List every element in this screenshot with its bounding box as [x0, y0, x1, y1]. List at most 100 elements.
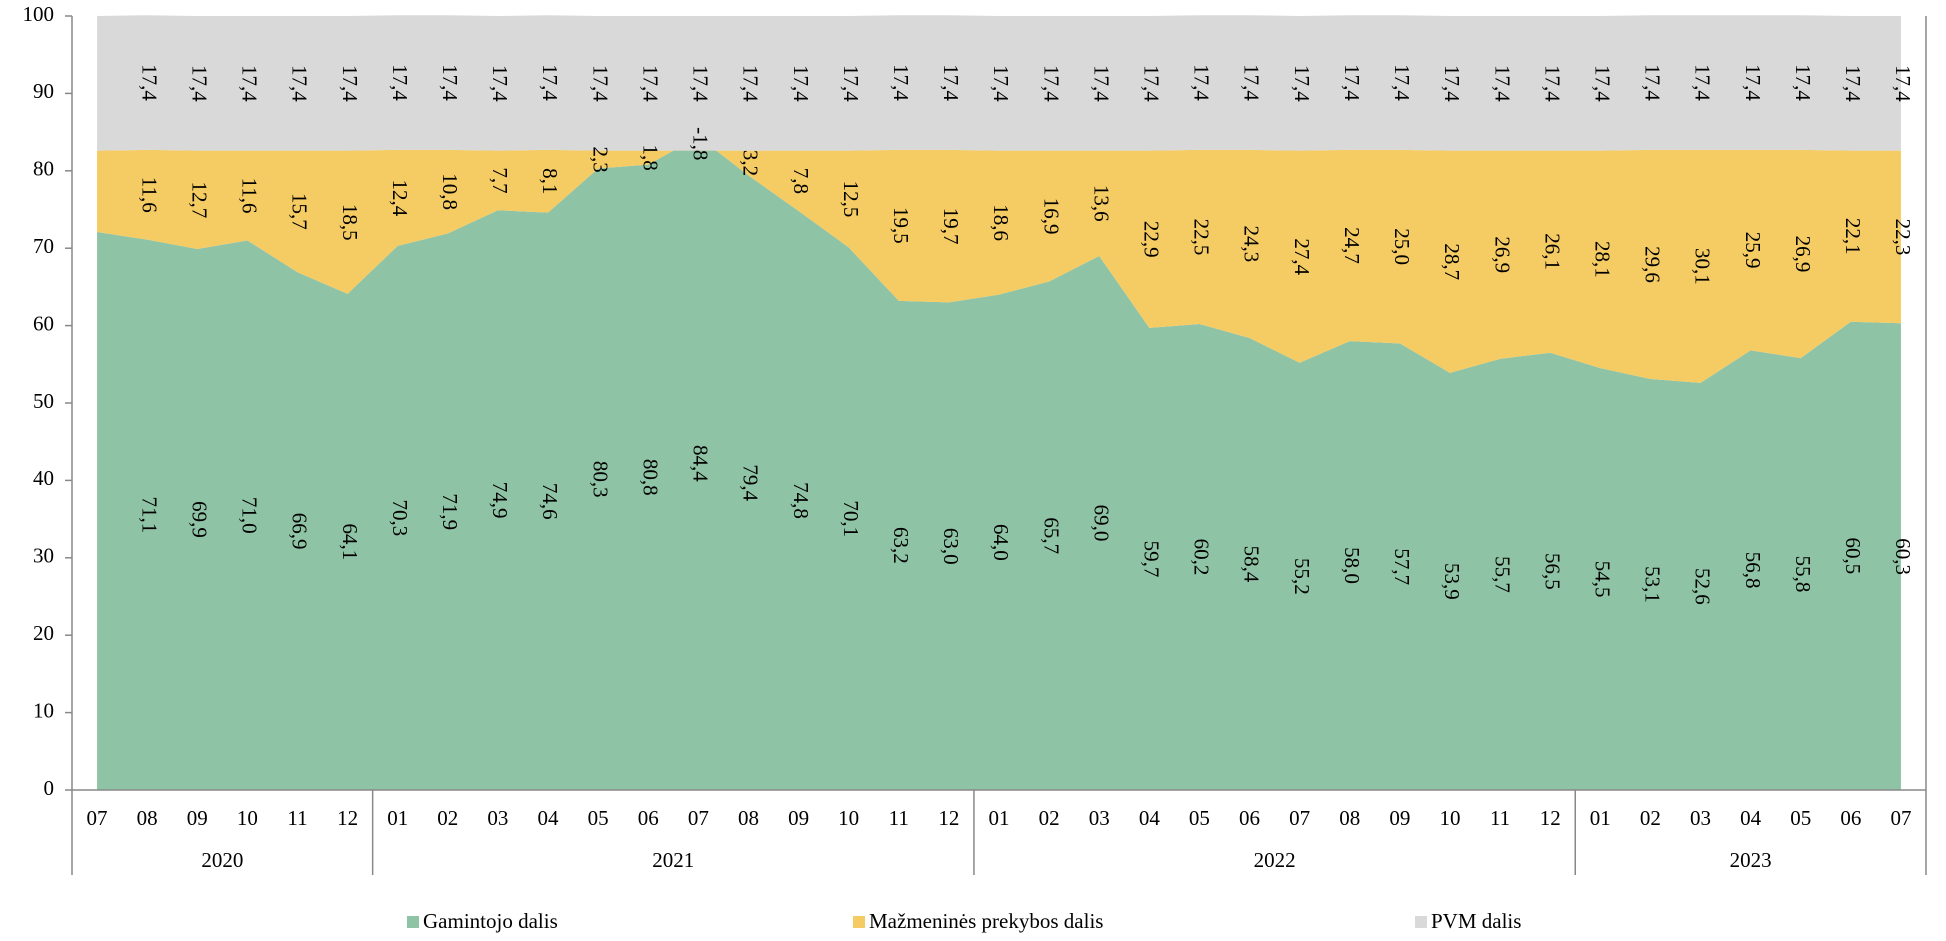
data-label: 74,9	[488, 482, 512, 519]
data-label: 17,4	[588, 65, 612, 102]
x-group-label: 2022	[1254, 848, 1296, 872]
data-label: 25,0	[1390, 228, 1414, 265]
x-group-label: 2020	[201, 848, 243, 872]
data-label: 17,4	[1641, 64, 1665, 101]
data-label: 64,1	[338, 524, 362, 561]
data-label: 17,4	[1340, 64, 1364, 101]
data-label: 55,8	[1791, 556, 1815, 593]
data-label: 16,9	[1039, 198, 1063, 235]
y-tick-label: 90	[33, 79, 54, 103]
x-group-label: 2021	[652, 848, 694, 872]
legend-swatch	[853, 916, 865, 928]
x-tick-label: 07	[1289, 806, 1310, 830]
data-label: 53,9	[1440, 563, 1464, 600]
data-label: 10,8	[438, 173, 462, 210]
data-label: 63,2	[889, 527, 913, 564]
data-label: 24,3	[1240, 226, 1264, 263]
data-label: 11,6	[137, 177, 161, 213]
area	[97, 136, 1901, 383]
x-tick-label: 08	[738, 806, 759, 830]
data-label: 74,8	[789, 482, 813, 519]
x-tick-label: 03	[487, 806, 508, 830]
data-label: 15,7	[288, 193, 312, 230]
data-label: 28,7	[1440, 243, 1464, 280]
data-label: 17,4	[1490, 65, 1514, 102]
data-label: 25,9	[1741, 232, 1765, 269]
data-label: 12,5	[839, 181, 863, 218]
data-label: 84,4	[689, 445, 713, 482]
x-tick-label: 12	[1540, 806, 1561, 830]
y-tick-label: 10	[33, 698, 54, 722]
data-label: 63,0	[939, 528, 963, 565]
y-tick-label: 40	[33, 466, 54, 490]
data-label: 17,4	[989, 65, 1013, 102]
data-label: 56,5	[1540, 553, 1564, 590]
data-label: -1,8	[689, 127, 713, 160]
data-label: 3,2	[739, 150, 763, 176]
data-label: 17,4	[187, 65, 211, 102]
data-label: 17,4	[1741, 64, 1765, 101]
x-tick-label: 02	[1640, 806, 1661, 830]
y-tick-label: 30	[33, 544, 54, 568]
data-label: 17,4	[338, 65, 362, 102]
legend-label: PVM dalis	[1431, 909, 1521, 933]
x-tick-label: 04	[1740, 806, 1762, 830]
x-tick-label: 04	[1139, 806, 1161, 830]
x-tick-label: 05	[588, 806, 609, 830]
x-tick-label: 02	[1039, 806, 1060, 830]
y-tick-label: 100	[23, 2, 55, 26]
data-label: 55,7	[1490, 556, 1514, 593]
data-label: 26,1	[1540, 233, 1564, 270]
data-label: 17,4	[137, 64, 161, 101]
data-label: 1,8	[638, 145, 662, 171]
data-label: 18,5	[338, 204, 362, 241]
data-label: 17,4	[789, 65, 813, 102]
data-label: 17,4	[238, 65, 262, 102]
data-label: 66,9	[288, 513, 312, 550]
x-tick-label: 09	[1389, 806, 1410, 830]
data-label: 80,3	[588, 461, 612, 498]
data-label: 17,4	[388, 64, 412, 101]
data-label: 17,4	[488, 65, 512, 102]
data-label: 58,4	[1240, 546, 1264, 583]
x-tick-label: 05	[1189, 806, 1210, 830]
data-label: 22,9	[1140, 221, 1164, 258]
data-label: 7,8	[789, 168, 813, 194]
x-tick-label: 10	[1439, 806, 1460, 830]
data-label: 17,4	[939, 64, 963, 101]
data-label: 19,7	[939, 208, 963, 245]
area	[97, 136, 1901, 790]
x-group-label: 2023	[1730, 848, 1772, 872]
y-tick-label: 60	[33, 311, 54, 335]
data-label: 17,4	[638, 65, 662, 102]
x-tick-label: 12	[938, 806, 959, 830]
data-label: 17,4	[1590, 65, 1614, 102]
data-label: 55,2	[1290, 558, 1314, 595]
data-label: 69,0	[1089, 505, 1113, 542]
data-label: 12,7	[187, 181, 211, 218]
data-label: 17,4	[889, 64, 913, 101]
x-tick-label: 09	[187, 806, 208, 830]
data-label: 17,4	[538, 64, 562, 101]
x-tick-label: 11	[889, 806, 909, 830]
data-label: 17,4	[739, 65, 763, 102]
data-label: 11,6	[238, 178, 262, 214]
x-tick-label: 03	[1690, 806, 1711, 830]
data-label: 57,7	[1390, 548, 1414, 585]
x-tick-label: 01	[1590, 806, 1611, 830]
x-tick-label: 01	[989, 806, 1010, 830]
y-tick-label: 80	[33, 157, 54, 181]
data-label: 17,4	[1841, 65, 1865, 102]
data-label: 22,1	[1841, 218, 1865, 255]
data-label: 17,4	[839, 65, 863, 102]
data-label: 17,4	[1290, 65, 1314, 102]
x-tick-label: 07	[87, 806, 108, 830]
data-label: 19,5	[889, 207, 913, 244]
data-label: 53,1	[1641, 566, 1665, 603]
x-tick-label: 08	[1339, 806, 1360, 830]
legend-swatch	[407, 916, 419, 928]
x-tick-label: 05	[1790, 806, 1811, 830]
data-label: 27,4	[1290, 238, 1314, 275]
x-tick-label: 06	[1239, 806, 1260, 830]
